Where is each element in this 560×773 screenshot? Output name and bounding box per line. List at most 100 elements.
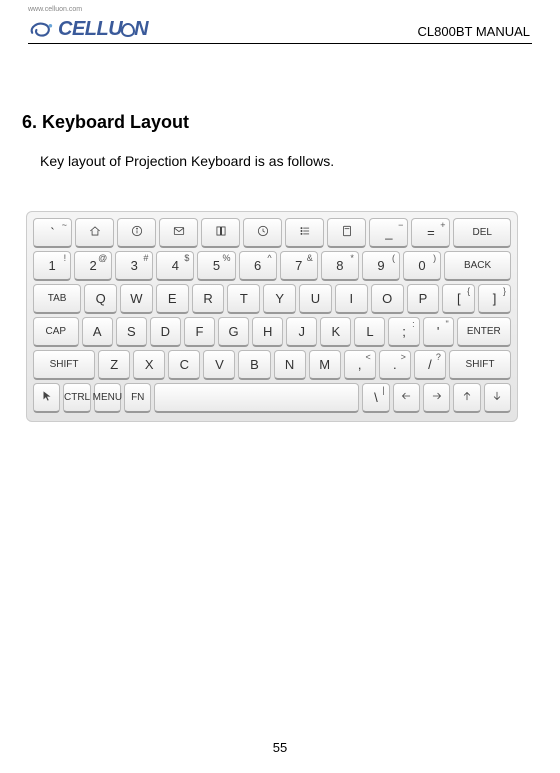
key-label: TAB [48, 293, 67, 304]
key-x: X [133, 350, 165, 380]
key-main-label: 0 [418, 258, 425, 273]
key-main-label: I [350, 291, 354, 306]
key-main-label: 4 [172, 258, 179, 273]
key-main-label: D [161, 324, 170, 339]
calc-icon [340, 224, 354, 241]
key-4: $4 [156, 251, 194, 281]
key-backslash: |\ [362, 383, 389, 413]
key-i: I [335, 284, 368, 314]
key-main-label: K [332, 324, 341, 339]
key-q: Q [84, 284, 117, 314]
clock-icon [256, 224, 270, 241]
info-key [117, 218, 156, 248]
cursor-icon [40, 389, 54, 406]
key-main-label: J [299, 324, 306, 339]
key-t: T [227, 284, 260, 314]
manual-label: CL800BT MANUAL [418, 24, 532, 41]
key-2: @2 [74, 251, 112, 281]
key-sup-label: # [143, 253, 148, 263]
shift-left-key: SHIFT [33, 350, 95, 380]
key-main-label: P [419, 291, 428, 306]
key-sup-label: − [398, 220, 403, 230]
section-body: Key layout of Projection Keyboard is as … [40, 153, 532, 169]
key-main-label: = [427, 225, 435, 240]
arrow-left-icon [399, 389, 413, 406]
key-label: SHIFT [466, 359, 495, 370]
key-quote: "' [423, 317, 454, 347]
keyboard-row: SHIFTZXCVBNM<,>.?/SHIFT [33, 350, 511, 380]
key-o: O [371, 284, 404, 314]
cursor-key [33, 383, 60, 413]
key-main-label: H [263, 324, 272, 339]
key-f: F [184, 317, 215, 347]
key-main-label: 7 [295, 258, 302, 273]
space-key [154, 383, 359, 413]
key-label: ENTER [467, 326, 501, 337]
key-label: SHIFT [50, 359, 79, 370]
key-sup-label: } [503, 286, 506, 296]
key-label: DEL [473, 227, 492, 238]
key-main-label: ; [402, 324, 406, 339]
calc-key [327, 218, 366, 248]
clock-key [243, 218, 282, 248]
key-sup-label: { [467, 286, 470, 296]
key-sup-label: + [440, 220, 445, 230]
key-lbracket: {[ [442, 284, 475, 314]
key-main-label: . [393, 357, 397, 372]
key-main-label: Y [275, 291, 284, 306]
key-main-label: _ [385, 225, 392, 240]
arrow-right-icon [430, 389, 444, 406]
key-sup-label: " [445, 319, 448, 329]
key-b: B [238, 350, 270, 380]
key-9: (9 [362, 251, 400, 281]
key-sup-label: > [401, 352, 406, 362]
key-main-label: 6 [254, 258, 261, 273]
key-main-label: M [319, 357, 330, 372]
www-tag: www.celluon.com [28, 6, 82, 13]
key-label: CTRL [64, 392, 90, 403]
book-icon [214, 224, 228, 241]
key-main-label: G [229, 324, 239, 339]
keyboard-figure: ~`−_+=DEL!1@2#3$4%5^6&7*8(9)0BACKTABQWER… [26, 211, 518, 422]
arrow-right-key [423, 383, 450, 413]
key-k: K [320, 317, 351, 347]
key-period: >. [379, 350, 411, 380]
key-main-label: Q [96, 291, 106, 306]
key-m: M [309, 350, 341, 380]
key-label: BACK [464, 260, 491, 271]
home-icon [88, 224, 102, 241]
key-n: N [274, 350, 306, 380]
key-j: J [286, 317, 317, 347]
key-main-label: 2 [90, 258, 97, 273]
ctrl-key: CTRL [63, 383, 90, 413]
arrow-up-key [453, 383, 480, 413]
key-h: H [252, 317, 283, 347]
key-8: *8 [321, 251, 359, 281]
key-label: MENU [93, 392, 122, 403]
key-main-label: 9 [377, 258, 384, 273]
key-5: %5 [197, 251, 235, 281]
key-sup-label: $ [184, 253, 189, 263]
key-sup-label: * [350, 253, 354, 263]
mail-key [159, 218, 198, 248]
key-sup-label: & [307, 253, 313, 263]
key-6: ^6 [239, 251, 277, 281]
key-main-label: ] [493, 291, 497, 306]
key-main-label: E [168, 291, 177, 306]
key-p: P [407, 284, 440, 314]
key-main-label: Z [110, 357, 118, 372]
list-key [285, 218, 324, 248]
key-slash: ?/ [414, 350, 446, 380]
arrow-left-key [393, 383, 420, 413]
key-main-label: N [285, 357, 294, 372]
key-7: &7 [280, 251, 318, 281]
key-main-label: T [240, 291, 248, 306]
key-z: Z [98, 350, 130, 380]
key-sup-label: ( [392, 253, 395, 263]
key-semicolon: :; [388, 317, 419, 347]
key-a: A [82, 317, 113, 347]
key-main-label: 5 [213, 258, 220, 273]
tab-key: TAB [33, 284, 81, 314]
key-sup-label: : [412, 319, 415, 329]
key-main-label: \ [374, 390, 378, 405]
